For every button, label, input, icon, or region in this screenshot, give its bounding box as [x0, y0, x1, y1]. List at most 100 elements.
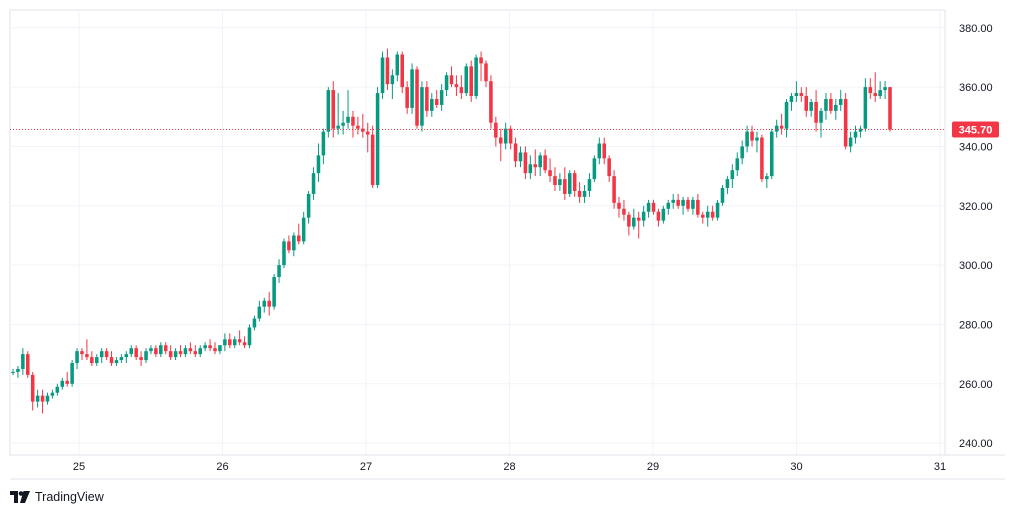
candle-body	[622, 208, 626, 215]
time-tick-label: 28	[503, 461, 515, 473]
candle-body	[617, 202, 621, 209]
candle-body	[745, 131, 749, 147]
candle-body	[464, 66, 469, 94]
candle-body	[582, 190, 587, 197]
candle-body	[656, 211, 661, 221]
candle-body	[735, 158, 740, 171]
candle-body	[848, 137, 853, 147]
candle-body	[292, 235, 296, 251]
candle-body	[144, 351, 148, 361]
candle-body	[75, 351, 79, 364]
candle-body	[370, 134, 375, 186]
candle-body	[257, 306, 262, 319]
candle-body	[30, 374, 35, 402]
candle-body	[730, 170, 735, 180]
candle-body	[139, 357, 143, 361]
candle-body	[459, 87, 464, 94]
candle-body	[863, 87, 868, 129]
candle-body	[701, 214, 705, 218]
candle-body	[267, 300, 271, 307]
candle-body	[420, 87, 424, 126]
candle-body	[740, 146, 744, 159]
candle-body	[193, 351, 198, 355]
candle-body	[40, 395, 45, 402]
candle-body	[80, 351, 84, 355]
candle-body	[301, 217, 306, 242]
price-tick-label: 340.00	[959, 141, 993, 153]
candle-body	[710, 211, 715, 218]
candle-body	[755, 137, 759, 141]
candle-body	[173, 351, 178, 358]
candle-body	[558, 179, 562, 186]
candle-body	[651, 202, 656, 212]
candle-series	[11, 48, 892, 414]
chart-grid	[9, 9, 946, 456]
candle-body	[129, 348, 134, 355]
candle-body	[607, 158, 611, 177]
candle-body	[508, 128, 513, 144]
candle-body	[888, 87, 892, 130]
last-price-value: 345.70	[959, 125, 993, 137]
candle-body	[124, 354, 129, 358]
candle-body	[183, 348, 188, 355]
brand-name: TradingView	[35, 490, 104, 504]
candle-body	[834, 104, 838, 111]
candle-body	[686, 199, 690, 209]
candle-body	[341, 122, 345, 126]
candle-body	[277, 265, 281, 277]
candle-body	[405, 87, 409, 108]
candle-body	[641, 211, 646, 221]
candle-body	[681, 199, 685, 206]
candle-body	[602, 143, 607, 159]
candle-body	[203, 345, 207, 349]
candle-body	[45, 395, 50, 402]
candle-body	[65, 380, 69, 384]
time-axis[interactable]: 25 26 27 28 29 30 31	[10, 454, 1005, 480]
candle-body	[779, 125, 784, 129]
candle-body	[824, 99, 828, 111]
candle-body	[498, 137, 503, 144]
candle-body	[523, 152, 528, 174]
candle-body	[361, 128, 365, 132]
time-tick-label: 30	[790, 461, 802, 473]
candle-body	[489, 81, 493, 123]
price-axis[interactable]: 240.00 260.00 280.00 300.00 320.00 340.00 360.…	[944, 10, 993, 455]
candle-body	[163, 345, 168, 352]
last-price-badge	[952, 121, 999, 138]
candle-body	[296, 235, 301, 242]
candle-body	[434, 99, 439, 105]
candle-body	[213, 348, 217, 352]
candle-body	[346, 116, 350, 123]
candle-body	[356, 125, 360, 129]
tradingview-brand[interactable]: TradingView	[10, 488, 104, 506]
candle-body	[232, 339, 237, 346]
candle-body	[90, 357, 94, 364]
candle-body	[375, 93, 380, 186]
candle-body	[198, 348, 202, 355]
candle-body	[484, 63, 488, 82]
candle-body	[331, 90, 336, 129]
candle-body	[415, 69, 419, 126]
price-tick-label: 380.00	[959, 23, 993, 35]
candle-body	[385, 57, 390, 85]
candle-body	[597, 143, 602, 159]
candle-body	[646, 202, 651, 212]
candle-body	[365, 131, 370, 135]
time-tick-label: 25	[73, 461, 85, 473]
candle-body	[262, 300, 267, 307]
candle-body	[769, 131, 774, 177]
candle-body	[632, 217, 636, 227]
candle-body	[114, 360, 119, 364]
candle-body	[819, 110, 823, 123]
candle-body	[444, 75, 449, 91]
candle-body	[400, 54, 405, 88]
candle-body	[804, 96, 809, 111]
candle-body	[321, 131, 326, 156]
candle-body	[21, 354, 25, 369]
candle-body	[494, 122, 498, 138]
time-tick-label: 27	[360, 461, 372, 473]
candle-body	[853, 131, 858, 138]
candle-body	[311, 173, 316, 194]
candle-body	[538, 155, 542, 168]
